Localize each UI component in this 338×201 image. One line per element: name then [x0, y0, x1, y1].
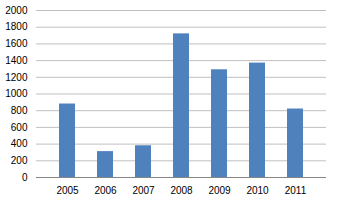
svg-text:1800: 1800 [5, 21, 28, 32]
svg-text:2007: 2007 [132, 185, 155, 196]
svg-text:800: 800 [11, 105, 28, 116]
svg-text:1600: 1600 [5, 38, 28, 49]
svg-text:400: 400 [11, 138, 28, 149]
svg-text:2011: 2011 [285, 185, 307, 196]
svg-text:1400: 1400 [5, 55, 28, 66]
svg-text:2010: 2010 [246, 185, 269, 196]
svg-text:0: 0 [22, 172, 28, 183]
svg-text:2008: 2008 [170, 185, 193, 196]
svg-text:600: 600 [11, 122, 28, 133]
svg-text:2000: 2000 [5, 5, 28, 16]
svg-text:2009: 2009 [208, 185, 231, 196]
svg-text:2005: 2005 [56, 185, 79, 196]
svg-text:2006: 2006 [94, 185, 117, 196]
svg-text:200: 200 [11, 155, 28, 166]
svg-text:1000: 1000 [5, 88, 28, 99]
svg-text:1200: 1200 [5, 72, 28, 83]
